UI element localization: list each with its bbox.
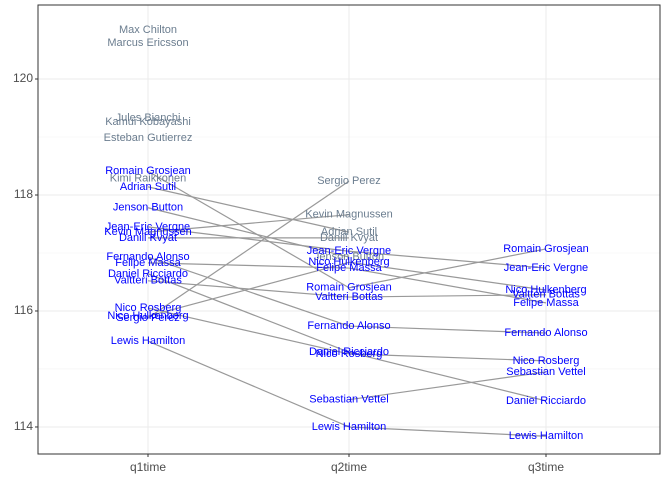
y-tick-label: 120 — [13, 71, 33, 85]
slope-line — [147, 186, 350, 233]
driver-label: Nico Rosberg — [316, 348, 383, 360]
driver-label: Nico Hulkenberg — [107, 310, 188, 322]
panel-border — [37, 4, 661, 455]
slope-line — [147, 307, 350, 355]
driver-label: Nico Rosberg — [115, 302, 182, 314]
driver-label: Daniel Ricciardo — [309, 346, 389, 358]
slope-line — [147, 207, 350, 258]
slope-line — [348, 248, 547, 289]
driver-label: Valtteri Bottas — [114, 275, 182, 287]
slope-line — [147, 256, 350, 327]
driver-label: Sergio Perez — [317, 175, 381, 187]
driver-label: Kamui Kobayashi — [105, 116, 191, 128]
driver-label: Romain Grosjean — [503, 243, 589, 255]
driver-label: Felipe Massa — [513, 297, 579, 309]
y-tick-label: 114 — [14, 419, 33, 433]
driver-label: Kevin Magnussen — [104, 226, 191, 238]
driver-label: Sebastian Vettel — [506, 366, 586, 378]
driver-label: Felipe Massa — [115, 257, 181, 269]
driver-label: Max Chilton — [119, 24, 177, 36]
driver-label: Kevin Magnussen — [305, 209, 392, 221]
slope-line — [147, 261, 350, 317]
slope-line — [147, 273, 350, 353]
slope-line — [147, 180, 350, 319]
driver-label: Jules Bianchi — [116, 112, 181, 124]
driver-label: Jean-Eric Vergne — [106, 221, 190, 233]
slope-line — [348, 261, 547, 291]
slope-line — [147, 214, 350, 233]
slope-line — [348, 426, 547, 437]
driver-label: Sebastian Vettel — [309, 394, 389, 406]
y-tick-label: 116 — [14, 303, 33, 317]
driver-label: Lewis Hamilton — [111, 335, 186, 347]
driver-label: Daniil Kvyat — [119, 232, 177, 244]
slope-line — [147, 226, 350, 252]
driver-label: Romain Grosjean — [306, 282, 392, 294]
driver-label: Nico Hulkenberg — [505, 284, 586, 296]
driver-label: Valtteri Bottas — [512, 289, 580, 301]
driver-label: Romain Grosjean — [105, 165, 191, 177]
x-tick-label: q1time — [130, 460, 166, 474]
y-tick-label: 118 — [14, 187, 33, 201]
driver-label: Daniil Kvyat — [320, 232, 378, 244]
slope-line — [348, 325, 547, 334]
driver-label: Kimi Raikkonen — [110, 173, 186, 185]
driver-label: Jean-Eric Vergne — [307, 245, 391, 257]
slope-line — [348, 294, 547, 298]
driver-label: Nico Rosberg — [513, 355, 580, 367]
driver-label: Lewis Hamilton — [509, 430, 584, 442]
driver-label: Nico Hulkenberg — [308, 256, 389, 268]
driver-label: Daniel Ricciardo — [108, 268, 188, 280]
driver-label: Fernando Alonso — [307, 320, 390, 332]
driver-label: Jean-Eric Vergne — [504, 262, 588, 274]
driver-label: Fernando Alonso — [504, 327, 587, 339]
slope-line — [147, 340, 350, 428]
driver-label: Esteban Gutierrez — [104, 132, 193, 144]
driver-label: Jenson Button — [113, 202, 183, 214]
slope-line — [147, 170, 350, 289]
driver-label: Adrian Sutil — [321, 226, 377, 238]
driver-label: Daniel Ricciardo — [506, 395, 586, 407]
driver-label: Adrian Sutil — [120, 181, 176, 193]
driver-label: Marcus Ericsson — [107, 37, 188, 49]
slope-line — [147, 262, 350, 269]
driver-label: Jenson Button — [314, 251, 384, 263]
driver-label: Valtteri Bottas — [315, 291, 383, 303]
driver-label: Sergio Perez — [116, 312, 180, 324]
slope-line — [348, 351, 547, 402]
x-tick-label: q2time — [331, 460, 367, 474]
driver-label: Lewis Hamilton — [312, 421, 387, 433]
slope-line — [348, 353, 547, 362]
slope-line — [348, 267, 547, 304]
driver-label: Felipe Massa — [316, 262, 382, 274]
slope-line — [348, 371, 547, 401]
x-tick-label: q3time — [528, 460, 564, 474]
driver-label: Fernando Alonso — [106, 251, 189, 263]
slope-line — [348, 250, 547, 269]
